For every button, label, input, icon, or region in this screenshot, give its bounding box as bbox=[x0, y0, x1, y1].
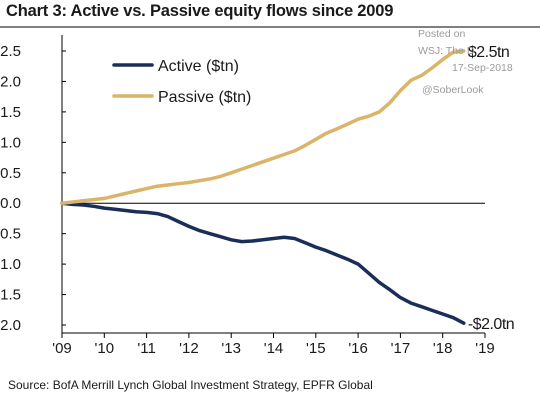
x-tick-label: '12 bbox=[179, 340, 199, 357]
title-divider bbox=[0, 26, 540, 28]
x-tick-label: '19 bbox=[475, 340, 495, 357]
x-tick-label: '11 bbox=[137, 340, 155, 357]
y-tick-label: 1.0 bbox=[0, 134, 21, 151]
y-tick-label: 2.5 bbox=[0, 43, 21, 60]
y-tick-label: 2.0 bbox=[0, 73, 21, 90]
legend-label: Active ($tn) bbox=[158, 58, 239, 75]
y-tick-label: -2.0 bbox=[0, 317, 21, 334]
watermark-date: 17-Sep-2018 bbox=[452, 62, 513, 74]
x-tick-label: '18 bbox=[433, 340, 453, 357]
y-tick-label: -1.0 bbox=[0, 256, 21, 273]
y-tick-label: -1.5 bbox=[0, 287, 21, 304]
watermark-handle: @SoberLook bbox=[422, 84, 484, 96]
end-labels: -$2.0tn $2.5tn bbox=[468, 44, 515, 333]
legend-label: Passive ($tn) bbox=[158, 89, 251, 106]
watermark-source: WSJ: The D bbox=[418, 45, 475, 57]
y-tick-label: 0.0 bbox=[0, 195, 21, 212]
legend: Active ($tn) Passive ($tn) bbox=[112, 58, 251, 106]
x-tick-label: '16 bbox=[348, 340, 368, 357]
x-tick-label: '13 bbox=[221, 340, 241, 357]
y-tick-label: 1.5 bbox=[0, 104, 21, 121]
axes: 2.5 2.0 1.5 1.0 0.5 0.0 -0.5 -1.0 -1.5 -2.0 '09 '10… bbox=[0, 35, 495, 357]
end-label: -$2.0tn bbox=[468, 316, 514, 333]
x-tick-label: '09 bbox=[52, 340, 72, 357]
x-tick-label: '10 bbox=[95, 340, 115, 357]
series-line-passive bbox=[60, 49, 466, 205]
x-tick-label: '14 bbox=[264, 340, 284, 357]
watermark-posted-on: Posted on bbox=[418, 28, 466, 40]
series-line-active bbox=[60, 201, 466, 325]
x-tick-label: '17 bbox=[391, 340, 411, 357]
y-tick-label: -0.5 bbox=[0, 226, 21, 243]
series-lines bbox=[60, 49, 466, 325]
end-label: $2.5tn bbox=[468, 44, 509, 61]
source-note: Source: BofA Merrill Lynch Global Invest… bbox=[8, 378, 373, 392]
y-tick-label: 0.5 bbox=[0, 165, 21, 182]
chart-title: Chart 3: Active vs. Passive equity flows… bbox=[6, 2, 394, 20]
x-tick-label: '15 bbox=[306, 340, 326, 357]
